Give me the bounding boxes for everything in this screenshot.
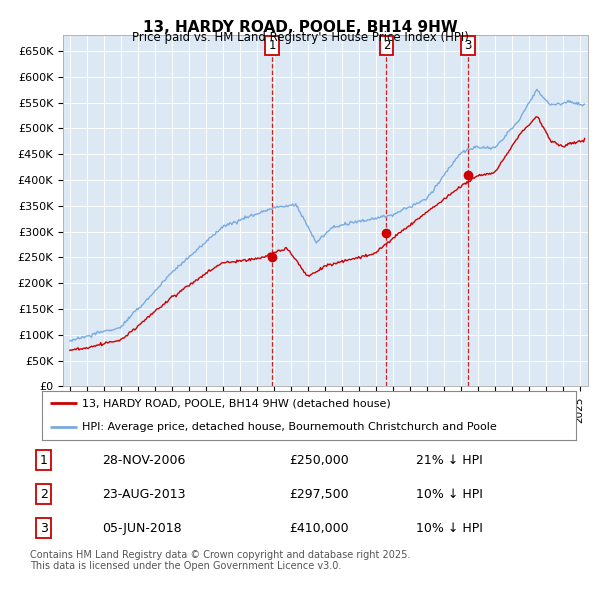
Text: 21% ↓ HPI: 21% ↓ HPI bbox=[416, 454, 483, 467]
Text: £410,000: £410,000 bbox=[289, 522, 349, 535]
Text: HPI: Average price, detached house, Bournemouth Christchurch and Poole: HPI: Average price, detached house, Bour… bbox=[82, 422, 497, 432]
Text: 13, HARDY ROAD, POOLE, BH14 9HW: 13, HARDY ROAD, POOLE, BH14 9HW bbox=[143, 20, 457, 35]
Text: 2: 2 bbox=[383, 39, 390, 53]
Text: 1: 1 bbox=[40, 454, 48, 467]
Text: 05-JUN-2018: 05-JUN-2018 bbox=[102, 522, 181, 535]
Text: 10% ↓ HPI: 10% ↓ HPI bbox=[416, 487, 483, 501]
Text: 3: 3 bbox=[464, 39, 472, 53]
Text: £297,500: £297,500 bbox=[289, 487, 349, 501]
Text: 23-AUG-2013: 23-AUG-2013 bbox=[102, 487, 185, 501]
Text: 28-NOV-2006: 28-NOV-2006 bbox=[102, 454, 185, 467]
Text: 2: 2 bbox=[40, 487, 48, 501]
Text: Price paid vs. HM Land Registry's House Price Index (HPI): Price paid vs. HM Land Registry's House … bbox=[131, 31, 469, 44]
Text: £250,000: £250,000 bbox=[289, 454, 349, 467]
Text: Contains HM Land Registry data © Crown copyright and database right 2025.
This d: Contains HM Land Registry data © Crown c… bbox=[30, 550, 410, 572]
Text: 3: 3 bbox=[40, 522, 48, 535]
Text: 13, HARDY ROAD, POOLE, BH14 9HW (detached house): 13, HARDY ROAD, POOLE, BH14 9HW (detache… bbox=[82, 398, 391, 408]
Text: 10% ↓ HPI: 10% ↓ HPI bbox=[416, 522, 483, 535]
Text: 1: 1 bbox=[268, 39, 276, 53]
